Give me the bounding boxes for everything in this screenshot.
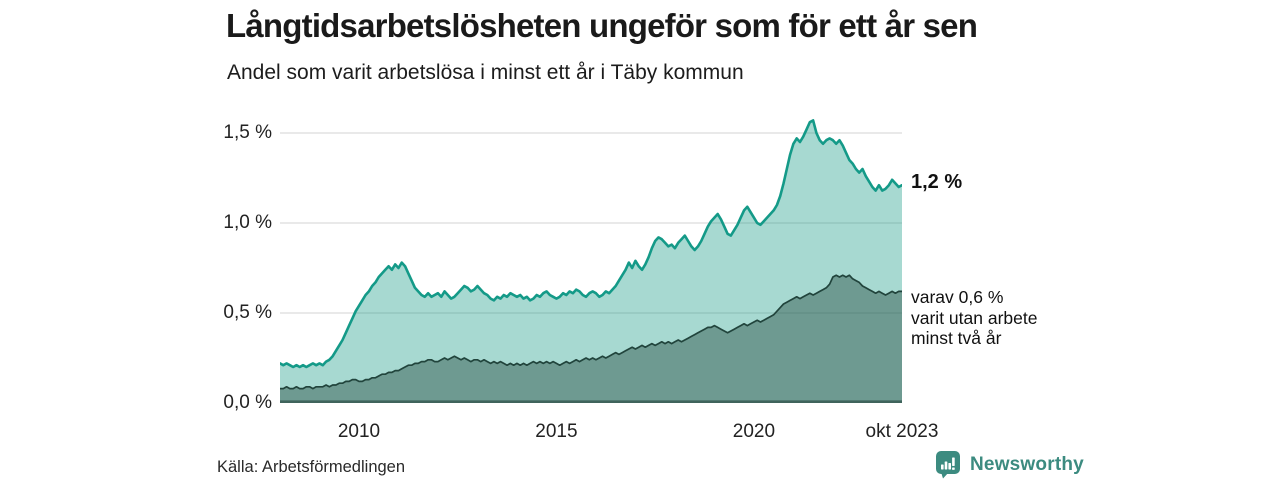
- x-axis-label: 2010: [337, 421, 381, 442]
- y-axis-label: 1,0 %: [223, 212, 272, 233]
- two-year-annotation: varav 0,6 % varit utan arbete minst två …: [911, 287, 1038, 348]
- page-title: Långtidsarbetslösheten ungeför som för e…: [226, 7, 978, 44]
- unemployment-area-chart: [280, 119, 902, 403]
- source-note: Källa: Arbetsförmedlingen: [217, 458, 406, 476]
- newsworthy-logo: Newsworthy: [935, 450, 1084, 479]
- newsworthy-logo-text: Newsworthy: [970, 453, 1084, 475]
- x-axis-label: 2015: [535, 421, 578, 442]
- latest-value-annotation: 1,2 %: [911, 171, 963, 193]
- y-axis-label: 0,0 %: [223, 392, 272, 413]
- y-axis-label: 1,5 %: [223, 122, 272, 143]
- page-subtitle: Andel som varit arbetslösa i minst ett å…: [227, 61, 744, 84]
- x-axis-label: okt 2023: [865, 421, 939, 442]
- newsworthy-logo-icon: [936, 451, 960, 479]
- y-axis-label: 0,5 %: [223, 302, 272, 323]
- x-axis-label: 2020: [732, 421, 776, 442]
